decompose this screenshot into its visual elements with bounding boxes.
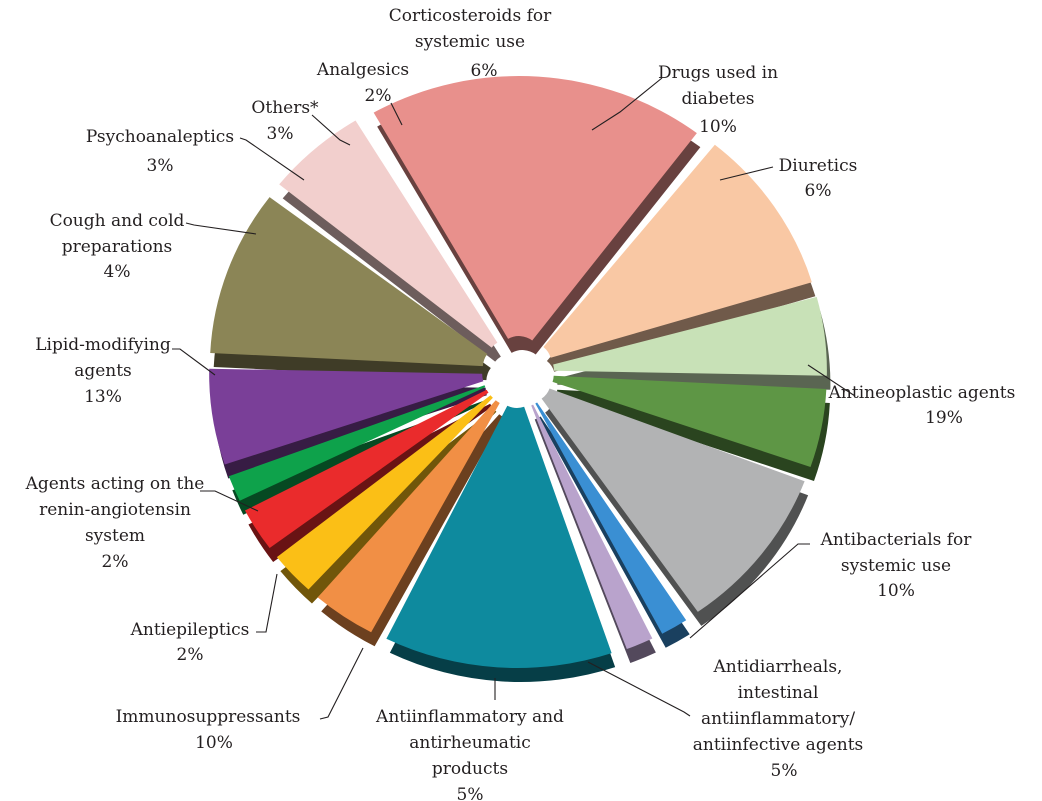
slice-label: Corticosteroids for systemic use [389,6,552,52]
slice-layer [209,76,827,668]
slice-percent-label: 5% [771,761,798,781]
slice-percent-label: 2% [177,645,204,665]
slice-percent-label: 10% [699,117,737,137]
leader-line [807,364,856,397]
slice-label: Antidiarrheals, intestinal antiinflammator… [693,657,864,755]
leader-line [719,166,774,181]
slice-label: Others* [251,98,319,118]
leader-line [311,114,351,146]
leader-line [172,348,216,376]
pie-slice [244,389,489,548]
slice-percent-label: 6% [471,61,498,81]
slice-label: Lipid-modifying agents [35,335,171,381]
label-layer: Drugs used in diabetes 10% Diuretics 6% Antin… [25,6,1016,801]
slice-percent-label: 3% [147,156,174,176]
slice-label: Analgesics [316,60,409,80]
slice-label: Diuretics [779,156,858,176]
slice-label: Immunosuppressants [116,707,301,727]
leader-line [591,77,663,131]
slice-label: Drugs used in diabetes [658,63,778,109]
slice-percent-label: 19% [925,408,963,428]
pie-slice [531,404,653,650]
leader-line [689,543,810,639]
pie-slice [543,144,812,358]
pie-slice [373,76,697,341]
leader-line [390,102,403,126]
slice-label: Agents acting on the renin-angiotensin sys… [25,474,205,546]
leader-line-layer [172,77,856,720]
pie-slice [541,388,805,612]
leader-line [200,490,259,512]
slice-percent-label: 5% [457,785,484,801]
pie-slice [279,120,498,348]
slice-label: Antineoplastic agents [828,383,1016,403]
pie-slice [209,368,484,465]
pie-slice [553,296,827,376]
slice-percent-label: 2% [102,552,129,572]
leader-line [256,573,278,633]
slice-percent-label: 10% [195,733,233,753]
slice-percent-label: 3% [267,124,294,144]
slice-label: Antiepileptics [130,620,250,640]
pie-slice [228,385,486,501]
pie-slice [210,197,488,367]
slice-label: Antibacterials for systemic use [820,530,973,576]
pie-slice [386,405,612,668]
leader-line [319,647,364,720]
slice-percent-label: 4% [104,262,131,282]
slice-label: Antiinflammatory and antirheumatic product… [375,707,564,779]
slice-percent-label: 2% [365,86,392,106]
slice-label: Cough and cold preparations [50,211,185,257]
slice-percent-label: 6% [805,181,832,201]
slice-label: Psychoanaleptics [86,127,234,147]
leader-line [587,661,691,717]
slice-percent-label: 10% [877,581,915,601]
pie-slice [552,375,827,467]
pie-slice [276,395,493,590]
pie-slice [317,400,500,633]
leader-line [239,137,305,181]
slice-percent-label: 13% [84,387,122,407]
pie-slice [535,402,687,634]
leader-line [185,222,257,235]
